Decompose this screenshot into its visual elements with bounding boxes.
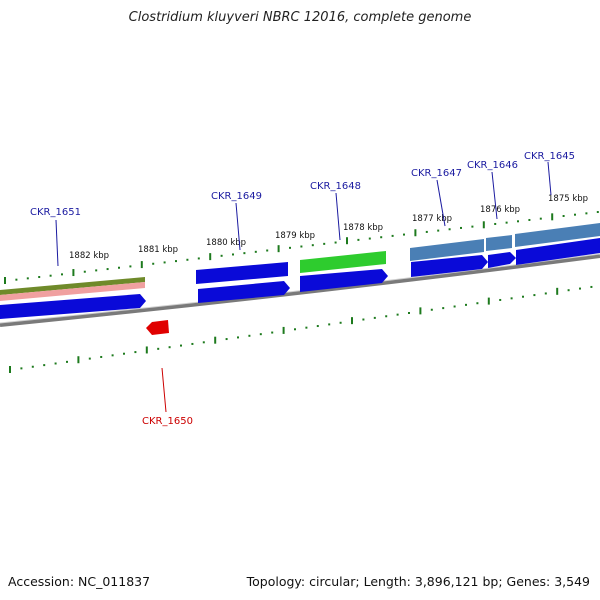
leader-line-ckr-1648 <box>335 192 341 241</box>
topology-text: Topology: circular; Length: 3,896,121 bp… <box>246 574 590 589</box>
leader-line-ckr-1645 <box>547 161 552 196</box>
scale-label: 1881 kbp <box>138 245 178 255</box>
lower-tick-row <box>9 285 593 373</box>
gene-label-ckr-1645[interactable]: CKR_1645 <box>524 151 575 162</box>
scale-label: 1877 kbp <box>412 214 452 224</box>
gene-arrow-ckr-1649a[interactable] <box>196 262 288 284</box>
gene-label-ckr-1650[interactable]: CKR_1650 <box>142 416 193 427</box>
scale-label: 1880 kbp <box>206 238 246 248</box>
steelblue-feature-track-1 <box>410 239 484 261</box>
gene-arrow-ckr-1647[interactable] <box>411 255 488 277</box>
gene-label-ckr-1646[interactable]: CKR_1646 <box>467 160 518 171</box>
gene-arrow-ckr-1648[interactable] <box>300 269 388 292</box>
gene-label-ckr-1648[interactable]: CKR_1648 <box>310 181 361 192</box>
olive-feature-track <box>0 277 145 295</box>
genome-backbone <box>0 254 600 327</box>
gene-arrow-ckr-1649b[interactable] <box>198 281 290 303</box>
leader-line-ckr-1649 <box>235 202 241 251</box>
green-feature-track <box>300 251 386 273</box>
leader-line-ckr-1651 <box>55 219 59 267</box>
leader-line-ckr-1650 <box>161 367 167 413</box>
scale-label: 1879 kbp <box>275 231 315 241</box>
map-title: Clostridium kluyveri NBRC 12016, complet… <box>128 10 472 25</box>
steelblue-feature-track-2 <box>486 235 512 251</box>
gene-arrow-ckr-1650[interactable] <box>146 320 169 335</box>
scale-label: 1875 kbp <box>548 194 588 204</box>
scale-label: 1882 kbp <box>69 251 109 261</box>
steelblue-feature-track-3 <box>515 223 600 247</box>
scale-label: 1876 kbp <box>480 205 520 215</box>
accession-text: Accession: NC_011837 <box>8 574 151 589</box>
gene-arrow-ckr-1645[interactable] <box>516 238 600 265</box>
gene-label-ckr-1647[interactable]: CKR_1647 <box>411 168 462 179</box>
leader-line-ckr-1646 <box>491 171 498 220</box>
gene-label-ckr-1651[interactable]: CKR_1651 <box>30 207 81 218</box>
scale-label: 1878 kbp <box>343 223 383 233</box>
upper-tick-row <box>4 211 599 284</box>
gene-label-ckr-1649[interactable]: CKR_1649 <box>211 191 262 202</box>
leader-line-ckr-1647 <box>436 179 446 227</box>
pink-feature-track <box>0 282 145 301</box>
gene-arrow-ckr-1646[interactable] <box>488 252 516 268</box>
gene-arrow-ckr-1651[interactable] <box>0 294 146 319</box>
